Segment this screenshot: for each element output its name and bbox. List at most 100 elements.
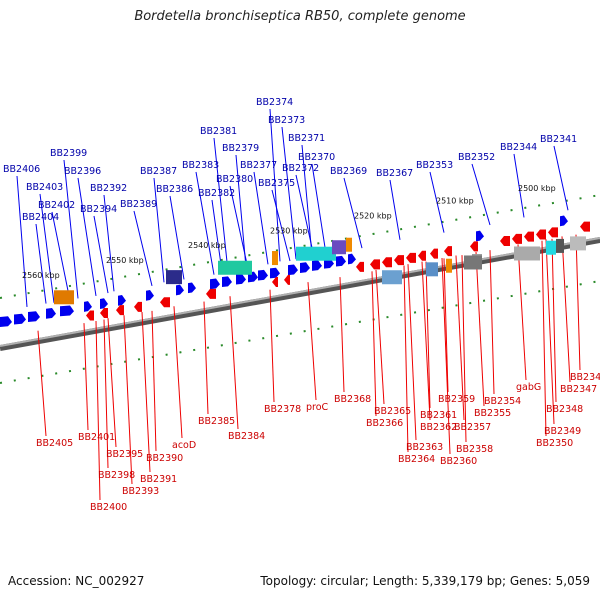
forward-gene-arrow bbox=[312, 260, 322, 271]
forward-gene-arrow bbox=[118, 295, 126, 306]
forward-gene-arrow bbox=[560, 215, 568, 227]
forward-gene-label: BB2341 bbox=[540, 134, 577, 145]
forward-gene-arrow bbox=[288, 264, 298, 276]
feature-block bbox=[218, 260, 252, 275]
scale-label: 2500 kbp bbox=[518, 184, 556, 193]
scale-label: 2550 kbp bbox=[106, 256, 144, 265]
forward-gene-arrow bbox=[270, 267, 280, 279]
forward-gene-label: BB2386 bbox=[156, 184, 193, 195]
feature-block bbox=[514, 246, 540, 261]
reverse-gene-arrow bbox=[500, 236, 510, 246]
reverse-gene-arrow bbox=[406, 252, 416, 263]
forward-gene-arrow bbox=[146, 290, 154, 301]
forward-gene-label: BB2381 bbox=[200, 126, 237, 137]
forward-gene-arrow bbox=[300, 262, 310, 273]
reverse-gene-arrow bbox=[536, 229, 546, 240]
reverse-gene-label: BB2405 bbox=[36, 438, 73, 449]
forward-gene-arrow bbox=[188, 282, 196, 294]
reverse-gene-label: proC bbox=[306, 402, 329, 413]
reverse-gene-label: BB2384 bbox=[228, 431, 265, 442]
feature-block bbox=[166, 270, 182, 285]
reverse-gene-label: BB2362 bbox=[420, 422, 457, 433]
forward-gene-arrow bbox=[210, 278, 220, 290]
forward-gene-arrow bbox=[14, 313, 26, 325]
accession-text: Accession: NC_002927 bbox=[8, 574, 145, 588]
feature-block bbox=[464, 255, 482, 270]
reverse-gene-label: BB2385 bbox=[198, 416, 235, 427]
forward-gene-label: BB2372 bbox=[282, 163, 319, 174]
forward-gene-label: BB2373 bbox=[268, 115, 305, 126]
forward-gene-label: BB2404 bbox=[22, 212, 59, 223]
scale-label: 2540 kbp bbox=[188, 241, 226, 250]
reverse-gene-label: BB2400 bbox=[90, 502, 127, 513]
reverse-gene-arrow bbox=[356, 261, 364, 272]
reverse-gene-arrow bbox=[470, 241, 478, 252]
backbone-line bbox=[0, 237, 600, 351]
feature-block bbox=[346, 237, 352, 252]
reverse-gene-label: BB2393 bbox=[122, 486, 159, 497]
forward-gene-label: BB2371 bbox=[288, 133, 325, 144]
reverse-gene-arrow bbox=[524, 231, 534, 242]
forward-gene-label: BB2374 bbox=[256, 97, 293, 108]
forward-gene-label: BB2387 bbox=[140, 166, 177, 177]
reverse-gene-label: BB2359 bbox=[438, 394, 475, 405]
reverse-gene-arrow bbox=[206, 288, 216, 299]
forward-gene-label: BB2389 bbox=[120, 199, 157, 210]
forward-gene-arrow bbox=[236, 273, 246, 285]
scale-label: 2520 kbp bbox=[354, 211, 392, 220]
forward-gene-arrow bbox=[258, 269, 268, 281]
forward-gene-arrow bbox=[476, 230, 484, 242]
forward-gene-arrow bbox=[46, 308, 56, 319]
reverse-gene-label: BB2395 bbox=[106, 449, 143, 460]
forward-gene-label: BB2394 bbox=[80, 204, 117, 215]
reverse-gene-label: BB2363 bbox=[406, 442, 443, 453]
reverse-gene-arrow bbox=[580, 221, 590, 232]
reverse-gene-label: BB2398 bbox=[98, 470, 135, 481]
reverse-gene-arrow bbox=[116, 305, 124, 316]
forward-gene-label: BB2399 bbox=[50, 148, 87, 159]
genome-info-text: Topology: circular; Length: 5,339,179 bp… bbox=[260, 574, 590, 588]
gene-glyphs bbox=[0, 215, 590, 327]
feature-block bbox=[382, 270, 402, 285]
feature-block bbox=[446, 258, 452, 273]
reverse-gene-arrow bbox=[100, 308, 108, 318]
feature-block bbox=[272, 251, 278, 266]
reverse-gene-label: BB2354 bbox=[484, 396, 521, 407]
forward-gene-label: BB2370 bbox=[298, 152, 335, 163]
reverse-gene-arrow bbox=[382, 257, 392, 268]
forward-gene-arrow bbox=[84, 301, 92, 312]
reverse-gene-arrow bbox=[134, 301, 142, 312]
reverse-gene-label: BB2355 bbox=[474, 408, 511, 419]
reverse-gene-label: BB2378 bbox=[264, 404, 301, 415]
forward-gene-label: BB2377 bbox=[240, 160, 277, 171]
reverse-gene-label: BB2391 bbox=[140, 474, 177, 485]
scale-labels: 2500 kbp 2510 kbp 2520 kbp 2530 kbp 2540 kbp… bbox=[22, 184, 556, 280]
reverse-gene-arrow bbox=[394, 255, 404, 266]
reverse-gene-arrow bbox=[512, 233, 522, 244]
forward-gene-arrow bbox=[60, 305, 74, 317]
forward-gene-arrow bbox=[348, 253, 356, 265]
feature-block bbox=[546, 240, 556, 255]
reverse-gene-label: BB2348 bbox=[546, 404, 583, 415]
reverse-gene-arrow bbox=[548, 227, 558, 238]
scale-label: 2560 kbp bbox=[22, 271, 60, 280]
reverse-gene-arrow bbox=[430, 248, 438, 259]
reverse-gene-label: BB2346 bbox=[570, 372, 600, 383]
feature-block bbox=[54, 290, 74, 305]
reverse-gene-arrow bbox=[160, 297, 170, 308]
reverse-gene-label: BB2366 bbox=[366, 418, 403, 429]
feature-block bbox=[570, 236, 586, 251]
forward-gene-arrow bbox=[28, 311, 40, 322]
reverse-gene-label: BB2390 bbox=[146, 453, 183, 464]
reverse-gene-arrow bbox=[370, 259, 380, 270]
feature-block bbox=[426, 262, 438, 277]
reverse-gene-label: BB2401 bbox=[78, 432, 115, 443]
reverse-gene-arrow bbox=[86, 310, 94, 321]
forward-gene-label: BB2367 bbox=[376, 168, 413, 179]
reverse-gene-label: BB2350 bbox=[536, 438, 573, 449]
feature-block bbox=[332, 240, 346, 255]
reverse-gene-arrow bbox=[284, 274, 290, 285]
reverse-gene-label: BB2349 bbox=[544, 426, 581, 437]
scale-label: 2530 kbp bbox=[270, 226, 308, 235]
reverse-gene-arrow bbox=[444, 246, 452, 257]
